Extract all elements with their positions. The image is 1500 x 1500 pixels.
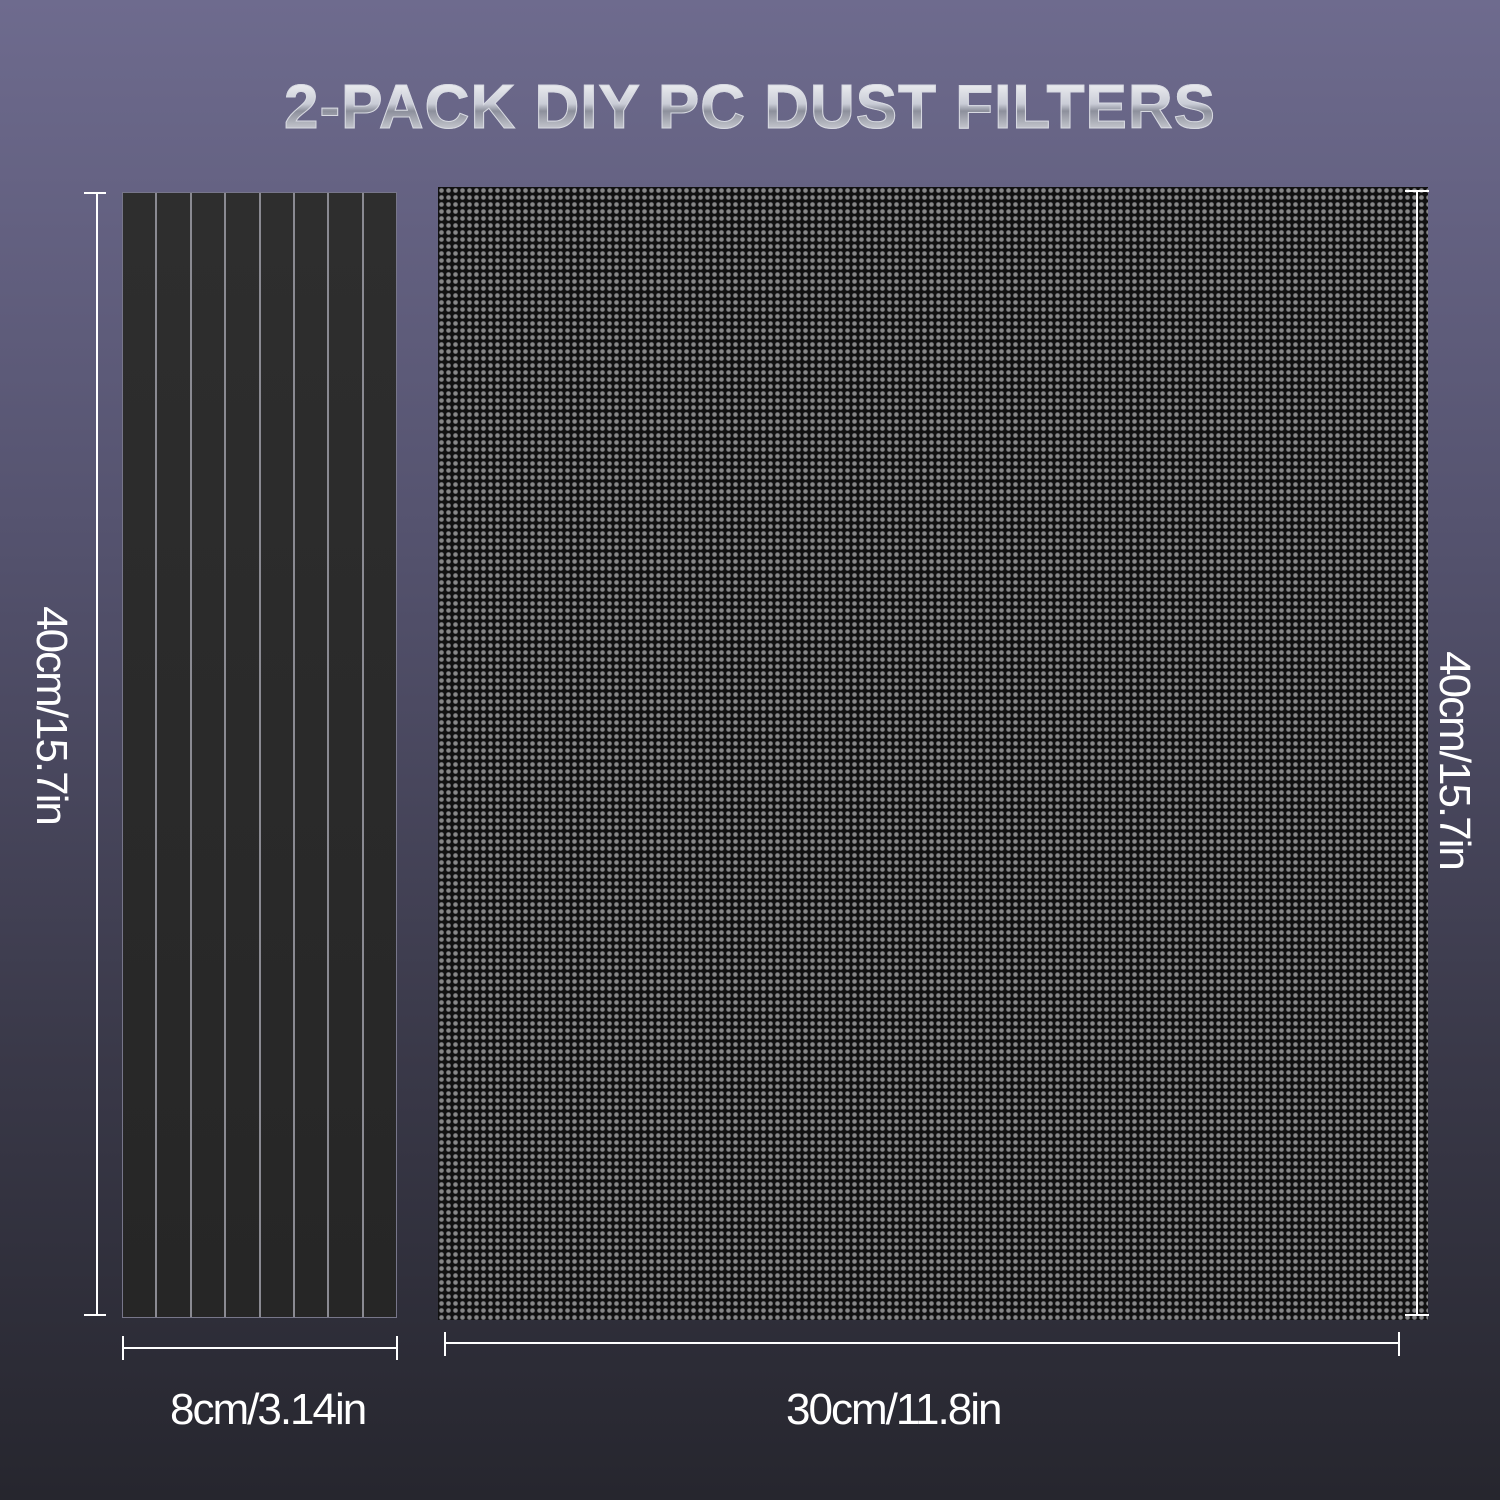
mesh-width-label: 30cm/11.8in: [786, 1385, 1002, 1434]
dimension-line: [96, 192, 98, 1316]
dimension-cap: [1405, 1314, 1429, 1316]
dimension-line: [122, 1347, 398, 1349]
strip: [226, 193, 261, 1317]
mesh-filter-panel: [438, 187, 1428, 1320]
strip: [157, 193, 192, 1317]
dimension-cap: [1398, 1332, 1400, 1356]
strip: [329, 193, 364, 1317]
strip: [192, 193, 227, 1317]
strip: [123, 193, 158, 1317]
strip: [364, 193, 396, 1317]
dimension-cap: [84, 1314, 106, 1316]
mesh-height-label: 40cm/15.7in: [1429, 651, 1479, 869]
adhesive-strip-panel: [122, 192, 397, 1318]
strip-height-label: 40cm/15.7in: [26, 606, 76, 824]
title: 2-PACK DIY PC DUST FILTERS: [0, 72, 1500, 143]
dimension-line: [1416, 190, 1418, 1316]
dimension-cap: [122, 1336, 124, 1360]
strip-width-label: 8cm/3.14in: [170, 1385, 367, 1434]
dimension-line: [444, 1342, 1400, 1344]
dimension-cap: [84, 192, 106, 194]
dimension-cap: [1405, 190, 1429, 192]
strip: [261, 193, 295, 1317]
dimension-cap: [444, 1332, 446, 1356]
strip: [295, 193, 330, 1317]
dimension-cap: [396, 1336, 398, 1360]
